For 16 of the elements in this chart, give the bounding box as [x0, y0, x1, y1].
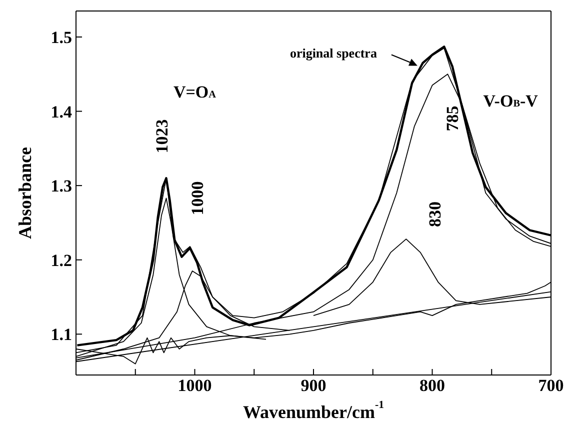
y-tick-label: 1.2 [50, 250, 72, 270]
annotation: 1023 [152, 119, 171, 154]
annotation: 830 [425, 202, 444, 228]
x-tick-label: 800 [420, 376, 445, 396]
y-tick-label: 1.1 [50, 325, 72, 344]
y-tick-label: 1.3 [50, 176, 72, 196]
x-tick-label: 700 [538, 376, 564, 396]
x-axis-title: Wavenumber/cm$^{-1}$ [243, 399, 384, 422]
x-tick-label: 1000 [178, 376, 212, 396]
annotation: 785 [442, 106, 462, 132]
x-tick-label: 900 [300, 376, 326, 396]
y-tick-label: 1.4 [50, 102, 72, 122]
y-axis-title: Absorbance [15, 146, 35, 240]
annotation: 1000 [188, 181, 207, 216]
y-tick-label: 1.5 [50, 28, 72, 48]
annotation: original spectra [290, 45, 378, 60]
